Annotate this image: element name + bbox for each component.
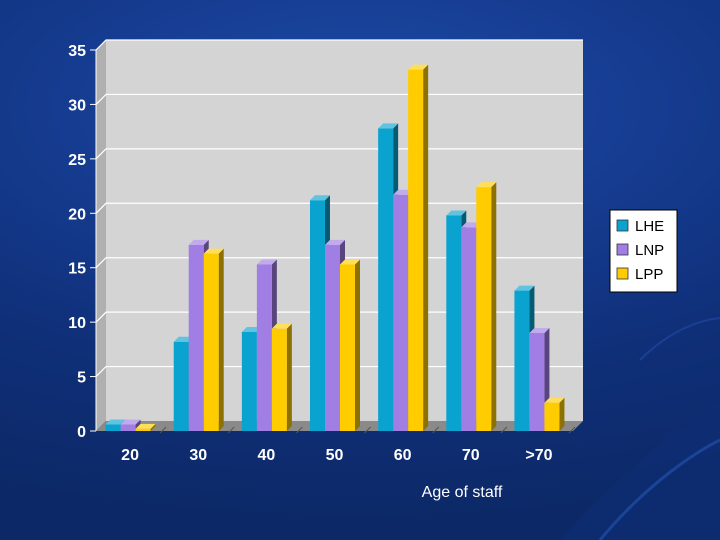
x-axis: 20 30 40 50 60 70 >70 [121,426,576,464]
bars [105,64,565,432]
x-axis-label: Age of staff [422,484,503,501]
y-tick-label: 10 [68,315,86,332]
legend-swatch [616,243,629,256]
legend-label: LHE [635,218,664,235]
plot-side-wall [96,40,106,431]
bar-lpp-70 [476,182,497,431]
x-tick-mark [568,426,576,434]
x-tick-label: >70 [525,447,552,464]
legend-item-lpp: LPP [616,266,663,283]
y-tick-label: 35 [68,43,86,60]
y-tick-label: 5 [77,370,86,387]
x-tick-mark [364,426,371,434]
bar-lpp-30 [203,248,224,431]
bar-lpp->70 [544,397,565,431]
x-tick-mark [500,426,508,434]
legend: LHE LNP LPP [609,209,678,293]
legend-item-lhe: LHE [616,218,664,235]
x-tick-label: 40 [257,447,275,464]
x-tick-mark [296,426,303,434]
y-tick-label: 20 [68,206,86,223]
legend-label: LNP [635,242,664,259]
legend-label: LPP [635,266,663,283]
x-tick-label: 70 [462,447,480,464]
y-tick-label: 0 [77,424,86,441]
bar-lpp-60 [408,64,429,431]
legend-item-lnp: LNP [616,242,664,259]
y-axis: 0 5 10 15 20 25 30 35 [68,43,97,441]
bar-lpp-40 [271,323,292,431]
x-tick-mark [432,426,440,434]
gridline [95,39,583,51]
bar-lpp-50 [340,259,360,431]
legend-swatch [616,267,629,280]
x-tick-label: 60 [394,447,412,464]
legend-swatch [616,219,629,232]
y-tick-label: 30 [68,97,86,114]
x-tick-mark [159,426,167,434]
bar-lpp-20 [135,423,156,431]
y-tick-label: 15 [68,261,86,278]
x-tick-label: 50 [326,447,344,464]
x-tick-label: 20 [121,447,139,464]
x-tick-label: 30 [189,447,207,464]
x-tick-mark [227,426,235,434]
y-tick-label: 25 [68,152,86,169]
